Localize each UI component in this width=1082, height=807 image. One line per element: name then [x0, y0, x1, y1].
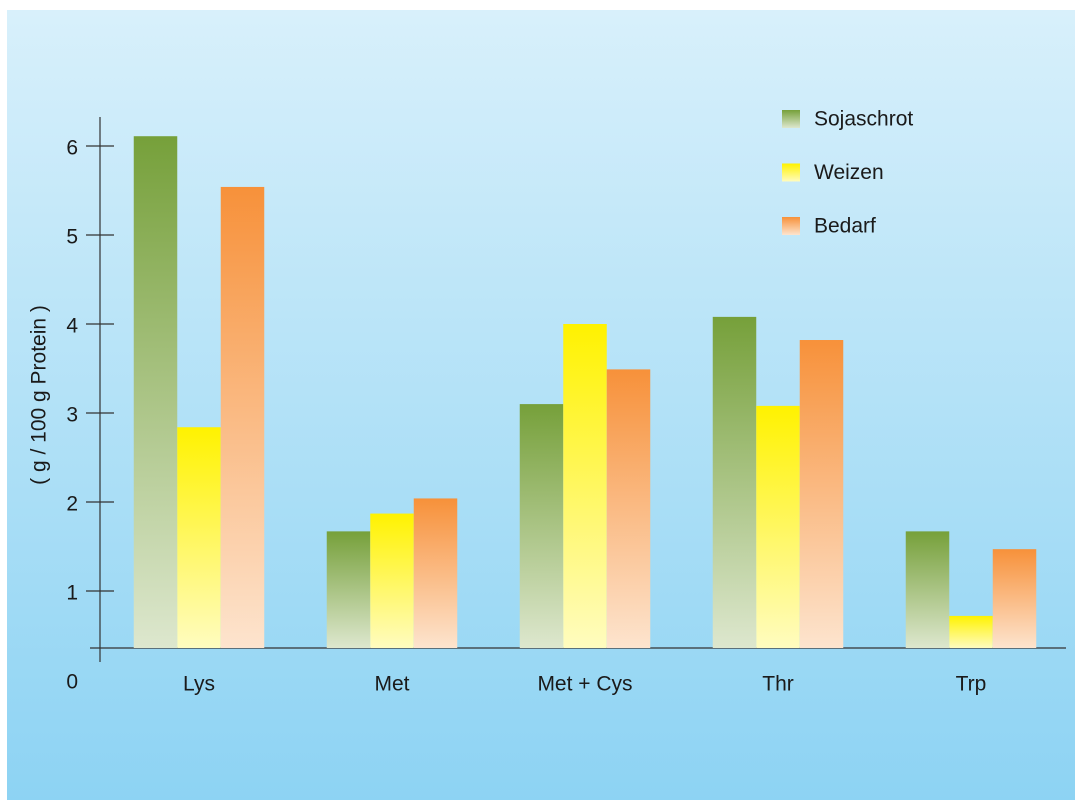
bar: [133, 136, 178, 648]
legend-label: Bedarf: [814, 215, 876, 238]
y-tick-label: 0: [66, 671, 78, 694]
y-tick-label: 1: [66, 582, 78, 605]
bar: [949, 615, 993, 648]
y-tick-label: 4: [66, 315, 78, 338]
legend-label: Weizen: [814, 161, 884, 184]
bar: [905, 531, 950, 648]
y-tick-label: 5: [66, 226, 78, 249]
y-tick-label: 3: [66, 404, 78, 427]
bar: [756, 405, 800, 648]
x-tick-label: Thr: [762, 673, 794, 696]
y-axis-label: ( g / 100 g Protein ): [28, 305, 51, 485]
bar: [413, 498, 458, 648]
bar: [563, 324, 607, 648]
bar: [712, 316, 757, 648]
bar: [992, 549, 1037, 648]
x-tick-label: Met: [374, 673, 409, 696]
bar: [177, 427, 221, 648]
bar: [799, 340, 844, 648]
bar: [326, 531, 371, 648]
legend-swatch: [782, 217, 800, 235]
x-tick-label: Trp: [956, 673, 987, 696]
bar: [606, 369, 651, 648]
bar: [370, 513, 414, 648]
bar: [220, 186, 265, 648]
legend-swatch: [782, 163, 800, 182]
y-tick-label: 6: [66, 137, 78, 160]
legend-label: Sojaschrot: [814, 108, 913, 131]
x-tick-label: Lys: [183, 673, 215, 696]
legend-swatch: [782, 110, 800, 128]
bar: [519, 404, 564, 648]
y-tick-label: 2: [66, 493, 78, 516]
x-tick-label: Met + Cys: [537, 673, 632, 696]
